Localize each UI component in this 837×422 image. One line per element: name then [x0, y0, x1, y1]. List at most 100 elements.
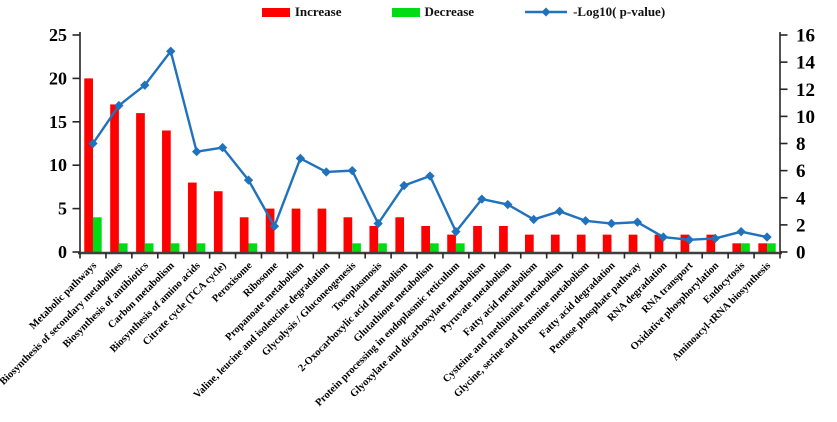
pvalue-marker [295, 153, 306, 164]
increase-bar [317, 208, 327, 252]
decrease-bar [196, 243, 206, 252]
pvalue-line-swatch-icon [525, 7, 568, 17]
legend: Increase Decrease -Log10( p-value) [0, 4, 837, 20]
pvalue-marker [88, 138, 98, 149]
pvalue-marker [710, 233, 720, 244]
left-axis-tick-label: 10 [49, 155, 67, 175]
left-axis-tick-label: 5 [58, 199, 67, 219]
increase-bar [265, 208, 275, 252]
increase-bars [84, 78, 768, 253]
decrease-bar [741, 243, 750, 252]
increase-bar [110, 104, 119, 252]
increase-bar [343, 217, 353, 252]
increase-bar [213, 191, 223, 252]
increase-bar [473, 225, 482, 252]
decrease-bar [430, 243, 439, 252]
decrease-bar [767, 243, 776, 252]
increase-bar [291, 208, 301, 252]
increase-bar [499, 225, 508, 252]
pvalue-marker [606, 218, 617, 229]
pvalue-marker [529, 214, 539, 225]
increase-bar [654, 234, 664, 252]
increase-bar [628, 234, 638, 252]
pvalue-marker [477, 194, 487, 204]
increase-bar [369, 225, 379, 252]
pvalue-marker [736, 226, 746, 237]
decrease-bar [170, 243, 180, 252]
right-axis-tick-label: 14 [796, 53, 816, 74]
pvalue-marker [503, 199, 513, 210]
pvalue-marker [451, 226, 461, 237]
left-axis-tick-label: 20 [49, 68, 67, 88]
pvalue-marker [425, 171, 435, 181]
increase-bar [162, 130, 171, 252]
left-axis-tick-label: 0 [58, 242, 67, 262]
right-axis-tick-label: 16 [796, 26, 815, 47]
pvalue-marker [321, 167, 331, 177]
pvalue-marker [632, 217, 643, 227]
decrease-bar [144, 243, 154, 252]
decrease-bars [92, 217, 776, 252]
left-axis-tick-label: 15 [49, 112, 67, 132]
pvalue-marker [658, 232, 669, 242]
pvalue-marker [399, 180, 409, 191]
decrease-bar [248, 243, 258, 252]
pvalue-line-series [88, 46, 772, 245]
decrease-bar [455, 243, 465, 252]
legend-item-pvalue: -Log10( p-value) [524, 4, 665, 20]
decrease-bar [352, 243, 361, 252]
decrease-swatch [391, 7, 420, 17]
increase-bar [239, 217, 249, 252]
pvalue-marker [684, 235, 694, 245]
legend-pvalue-label: -Log10( p-value) [573, 4, 666, 19]
right-axis-tick-label: 2 [796, 215, 806, 236]
pvalue-marker [762, 232, 772, 242]
increase-bar [576, 234, 586, 252]
increase-bar [706, 234, 716, 252]
left-axis-tick-label: 25 [49, 25, 67, 45]
decrease-bar [118, 243, 128, 252]
pvalue-marker [269, 221, 280, 231]
legend-decrease-label: Decrease [424, 4, 475, 19]
pvalue-marker [114, 100, 124, 111]
right-axis-tick-label: 10 [796, 107, 815, 128]
right-axis-labels: 0 2 4 6 8 10 12 14 16 [796, 26, 816, 264]
increase-bar [732, 243, 742, 252]
legend-increase-label: Increase [294, 4, 342, 19]
increase-bar [447, 234, 456, 252]
legend-item-increase: Increase [261, 4, 342, 20]
increase-swatch [261, 7, 290, 17]
pvalue-marker [554, 206, 565, 216]
increase-bar [84, 78, 93, 253]
pvalue-marker [347, 165, 357, 176]
pvalue-marker [140, 80, 150, 90]
increase-bar [758, 243, 768, 252]
legend-item-decrease: Decrease [391, 4, 475, 20]
pvalue-marker [166, 46, 176, 56]
increase-bar [136, 113, 145, 253]
right-axis-tick-label: 12 [796, 80, 815, 101]
increase-bar [187, 182, 197, 252]
left-axis-labels: 0 5 10 15 20 25 [49, 25, 67, 262]
increase-bar [525, 234, 534, 252]
pvalue-marker [580, 216, 591, 226]
decrease-bar [92, 217, 102, 252]
increase-bar [421, 225, 430, 252]
pvalue-marker [243, 175, 254, 185]
pvalue-marker [191, 146, 202, 157]
increase-bar [550, 234, 560, 252]
increase-bar [680, 234, 690, 252]
right-axis-tick-label: 6 [796, 161, 806, 182]
pvalue-marker [217, 142, 228, 153]
increase-bar [395, 217, 405, 252]
pvalue-marker [373, 218, 383, 229]
decrease-bar [378, 243, 387, 252]
increase-bar [602, 234, 612, 252]
right-axis-tick-label: 0 [796, 243, 806, 264]
axes [72, 32, 788, 259]
right-axis-tick-label: 8 [796, 134, 806, 155]
right-axis-tick-label: 4 [796, 188, 806, 209]
